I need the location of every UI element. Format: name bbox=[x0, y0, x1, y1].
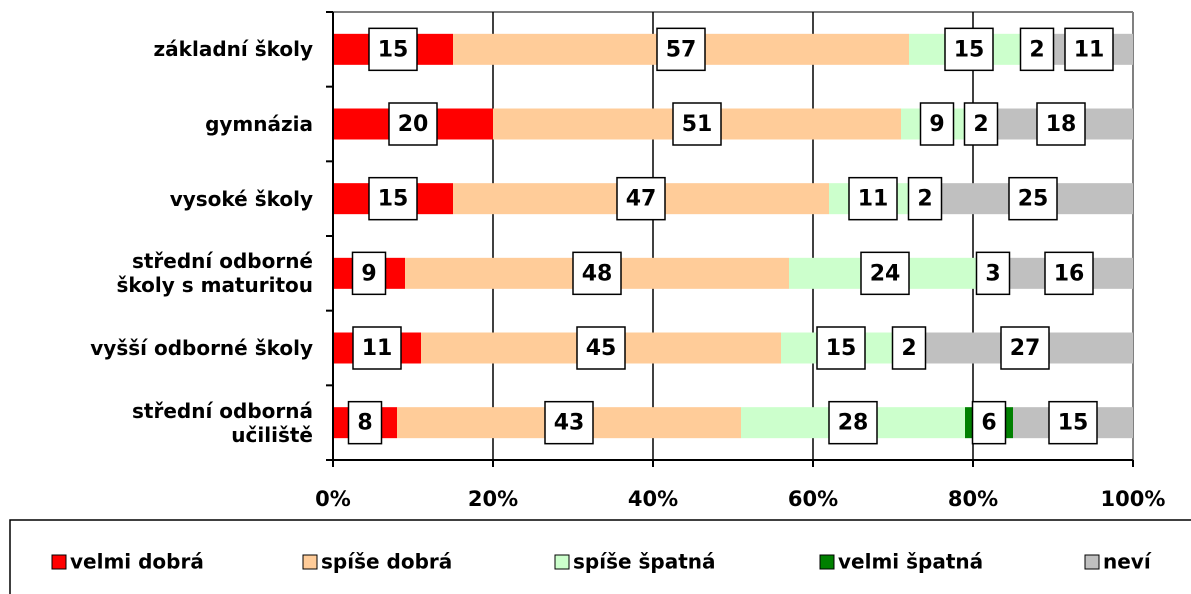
legend-marker bbox=[554, 554, 570, 570]
y-tick-label: základní školy bbox=[153, 37, 313, 62]
data-label-box bbox=[1019, 27, 1055, 72]
x-tick-label: 80% bbox=[948, 487, 998, 511]
data-label-box bbox=[351, 251, 387, 296]
data-label: 2 bbox=[1029, 37, 1044, 62]
x-tick-label: 100% bbox=[1101, 487, 1166, 511]
data-label-box bbox=[1008, 176, 1058, 221]
data-label-box bbox=[1000, 326, 1050, 370]
legend-marker bbox=[819, 554, 835, 570]
data-label-box bbox=[971, 400, 1007, 445]
data-label-box bbox=[576, 326, 626, 370]
x-tick-label: 60% bbox=[788, 487, 838, 511]
data-label: 15 bbox=[1058, 411, 1089, 436]
data-label-box bbox=[672, 102, 722, 146]
x-tick-label: 40% bbox=[628, 487, 678, 511]
y-tick-label: střední odborná učiliště bbox=[132, 398, 313, 447]
data-label-box bbox=[352, 326, 402, 370]
data-label: 47 bbox=[626, 187, 657, 212]
data-label-box bbox=[907, 176, 943, 221]
legend-marker bbox=[302, 554, 318, 570]
legend-marker bbox=[51, 554, 67, 570]
y-tick-label: gymnázia bbox=[205, 112, 313, 136]
data-label: 8 bbox=[357, 411, 372, 436]
data-label-box bbox=[848, 176, 898, 221]
data-label-box bbox=[828, 400, 878, 445]
data-label: 11 bbox=[858, 187, 889, 212]
data-label: 16 bbox=[1054, 261, 1085, 286]
data-label-box bbox=[891, 326, 927, 370]
data-label-box bbox=[919, 102, 955, 146]
data-label: 20 bbox=[398, 112, 429, 137]
data-label-box bbox=[388, 102, 438, 146]
data-label-box bbox=[860, 251, 910, 296]
data-label-box bbox=[572, 251, 622, 296]
data-label-box bbox=[1044, 251, 1094, 296]
data-label: 11 bbox=[362, 336, 393, 361]
legend-label: velmi dobrá bbox=[70, 550, 204, 574]
data-label-box bbox=[1064, 27, 1114, 72]
data-label: 2 bbox=[901, 336, 916, 361]
legend-label: spíše špatná bbox=[573, 550, 716, 574]
data-label-box bbox=[544, 400, 594, 445]
legend-label: spíše dobrá bbox=[321, 550, 452, 574]
data-label-box bbox=[616, 176, 666, 221]
legend-label: neví bbox=[1103, 550, 1152, 574]
data-label-box bbox=[1048, 400, 1098, 445]
data-label-box bbox=[368, 27, 418, 72]
data-label: 27 bbox=[1010, 336, 1041, 361]
y-tick-label: střední odborné školy s maturitou bbox=[116, 249, 313, 298]
y-tick-label: vysoké školy bbox=[169, 186, 313, 211]
data-label: 57 bbox=[666, 37, 697, 62]
legend-box bbox=[9, 519, 1191, 594]
data-label: 2 bbox=[917, 187, 932, 212]
data-label: 15 bbox=[954, 37, 985, 62]
data-label-box bbox=[816, 326, 866, 370]
data-label: 24 bbox=[870, 261, 901, 286]
data-label: 25 bbox=[1018, 187, 1049, 212]
data-label: 45 bbox=[586, 336, 617, 361]
legend-marker bbox=[1084, 554, 1100, 570]
data-label: 6 bbox=[981, 411, 996, 436]
data-label: 48 bbox=[582, 261, 613, 286]
data-label: 9 bbox=[361, 261, 376, 286]
data-label: 28 bbox=[838, 411, 869, 436]
y-tick-label: vyšší odborné školy bbox=[90, 336, 313, 360]
x-tick-label: 0% bbox=[315, 487, 351, 511]
data-label-box bbox=[368, 176, 418, 221]
data-label: 9 bbox=[929, 112, 944, 137]
data-label-box bbox=[656, 27, 706, 72]
data-label: 15 bbox=[378, 187, 409, 212]
data-label-box bbox=[963, 102, 999, 146]
legend-label: velmi špatná bbox=[838, 550, 983, 574]
data-label: 3 bbox=[985, 261, 1000, 286]
data-label: 51 bbox=[682, 112, 713, 137]
data-label: 43 bbox=[554, 411, 585, 436]
data-label-box bbox=[347, 400, 383, 445]
data-label: 11 bbox=[1074, 37, 1105, 62]
data-label-box bbox=[944, 27, 994, 72]
x-tick-label: 20% bbox=[468, 487, 518, 511]
data-label: 18 bbox=[1046, 112, 1077, 137]
data-label: 2 bbox=[973, 112, 988, 137]
data-label: 15 bbox=[378, 37, 409, 62]
data-label: 15 bbox=[826, 336, 857, 361]
data-label-box bbox=[975, 251, 1011, 296]
data-label-box bbox=[1036, 102, 1086, 146]
